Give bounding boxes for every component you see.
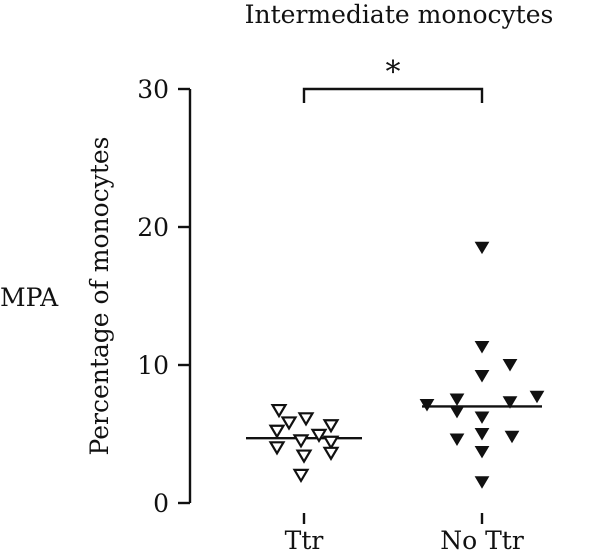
significance-bracket: * bbox=[302, 55, 484, 103]
y-tick-label: 20 bbox=[137, 213, 169, 242]
group-label-mpa: MPA bbox=[0, 283, 59, 312]
data-point-no-ttr bbox=[474, 241, 490, 255]
data-point-no-ttr bbox=[474, 445, 490, 459]
data-point-no-ttr bbox=[474, 411, 490, 424]
data-point-ttr bbox=[292, 434, 310, 449]
data-point-ttr bbox=[297, 412, 315, 427]
data-point-ttr bbox=[322, 435, 340, 450]
data-point-no-ttr bbox=[449, 405, 465, 419]
data-points bbox=[268, 241, 545, 489]
data-point-no-ttr bbox=[449, 393, 465, 406]
x-tick-label: No Ttr bbox=[440, 526, 524, 552]
x-tick-label: Ttr bbox=[285, 526, 324, 552]
data-point-ttr bbox=[295, 449, 313, 464]
data-point-ttr bbox=[268, 441, 286, 456]
data-point-no-ttr bbox=[474, 370, 490, 383]
data-point-no-ttr bbox=[474, 341, 490, 354]
data-point-no-ttr bbox=[504, 430, 520, 444]
chart-title: Intermediate monocytes bbox=[245, 0, 554, 29]
data-point-no-ttr bbox=[419, 399, 435, 412]
x-ticks: Ttr No Ttr bbox=[285, 513, 524, 552]
data-point-no-ttr bbox=[502, 396, 518, 409]
y-tick-label: 0 bbox=[153, 489, 169, 518]
data-point-no-ttr bbox=[474, 428, 490, 441]
data-point-ttr bbox=[310, 428, 328, 444]
data-point-ttr bbox=[270, 403, 288, 419]
data-point-no-ttr bbox=[474, 476, 490, 489]
y-tick-label: 10 bbox=[137, 351, 169, 380]
y-tick-label: 30 bbox=[137, 75, 169, 104]
data-point-no-ttr bbox=[529, 390, 545, 404]
data-point-ttr bbox=[322, 419, 340, 434]
significance-bracket-line bbox=[302, 87, 484, 103]
data-point-no-ttr bbox=[449, 433, 465, 447]
data-point-ttr bbox=[268, 424, 286, 439]
data-point-no-ttr bbox=[502, 359, 518, 372]
y-axis-label: Percentage of monocytes bbox=[85, 137, 114, 456]
data-point-ttr bbox=[280, 416, 298, 431]
y-ticks: 0 10 20 30 bbox=[137, 75, 190, 518]
data-point-ttr bbox=[322, 446, 340, 461]
data-point-ttr bbox=[292, 468, 310, 484]
significance-star: * bbox=[386, 55, 401, 90]
